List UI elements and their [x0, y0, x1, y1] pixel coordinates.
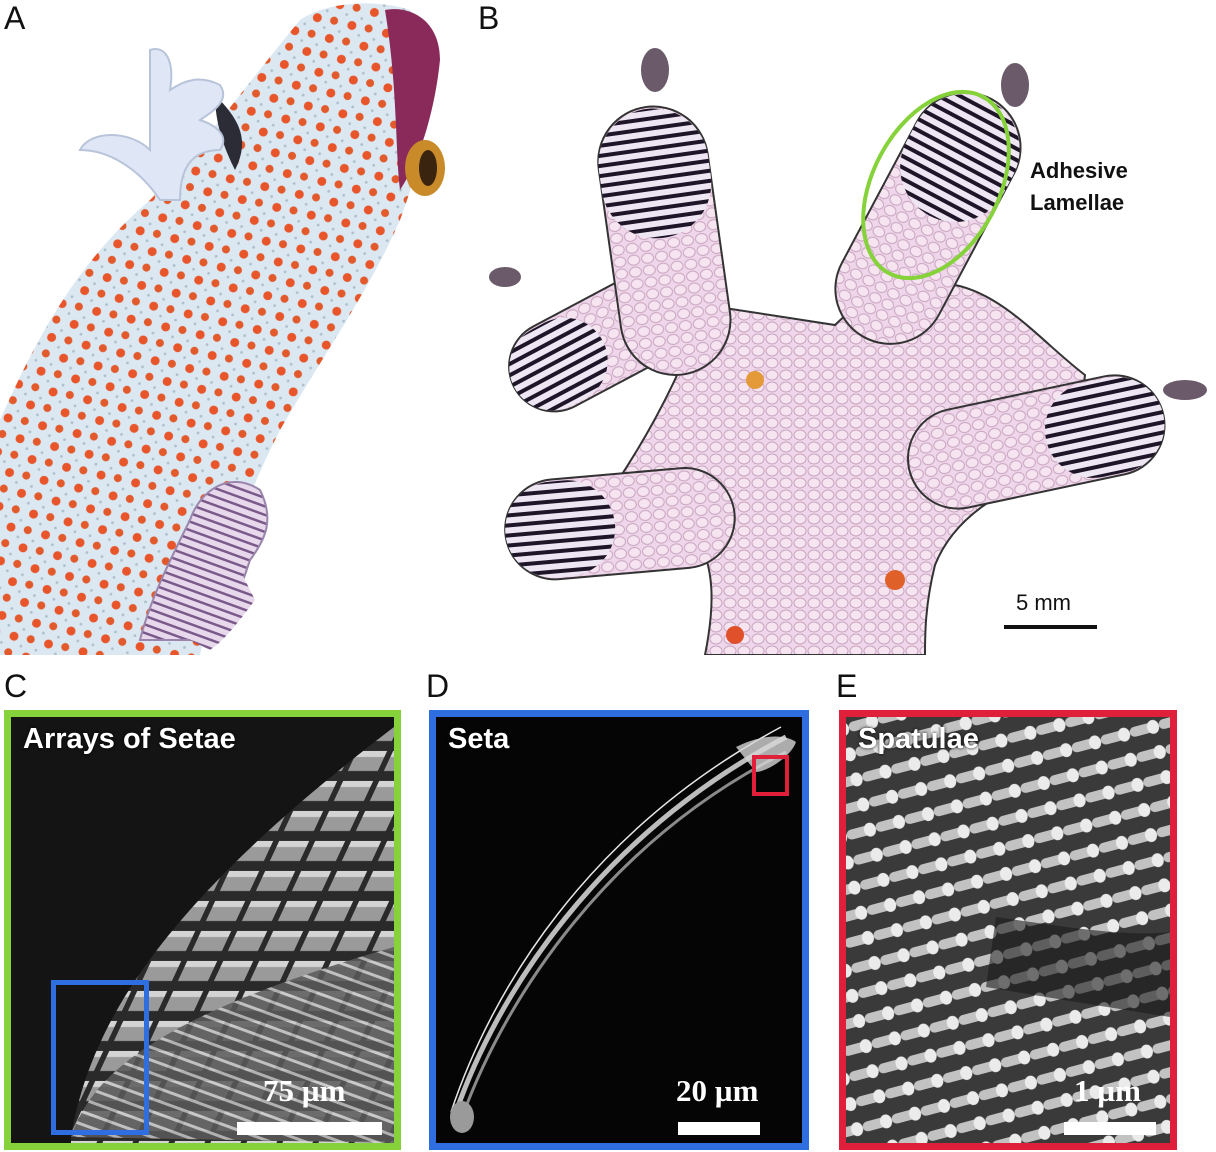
- annotation-line-1: Adhesive: [1030, 158, 1128, 183]
- gecko-photo: [0, 0, 460, 655]
- inset-box-c: [51, 980, 149, 1135]
- setae-array-panel: Arrays of Setae 75 µm: [4, 710, 401, 1150]
- panel-letter-d: D: [426, 668, 450, 704]
- panel-title-c: Arrays of Setae: [23, 723, 236, 755]
- panel-letter-c: C: [4, 668, 28, 704]
- scale-label-d: 20 µm: [676, 1073, 759, 1108]
- lamellae-highlight: [861, 89, 1011, 281]
- scale-label-b: 5 mm: [1016, 590, 1071, 615]
- inset-box-d: [752, 755, 789, 796]
- panel-letter-a: A: [4, 0, 26, 36]
- seta-panel: Seta 20 µm: [429, 710, 809, 1150]
- annotation-line-2: Lamellae: [1030, 190, 1125, 215]
- lamellae-annotation: Adhesive Lamellae: [1030, 155, 1128, 219]
- upper-foot: [78, 48, 225, 201]
- scale-bar-e: [1064, 1122, 1156, 1135]
- panel-letter-b: B: [478, 0, 500, 36]
- scale-bar-d: [678, 1122, 760, 1135]
- gecko-foot-photo: [485, 45, 1216, 655]
- spatulae-panel: Spatulae 1 µm: [839, 710, 1177, 1150]
- scale-bar-c: [237, 1122, 382, 1135]
- scale-label-c: 75 µm: [263, 1073, 346, 1108]
- scale-bar-b: [1004, 625, 1097, 629]
- lower-foot: [138, 480, 269, 650]
- panel-letter-e: E: [836, 668, 858, 704]
- scale-label-e: 1 µm: [1074, 1073, 1141, 1108]
- panel-title-d: Seta: [448, 723, 510, 755]
- panel-title-e: Spatulae: [858, 723, 979, 755]
